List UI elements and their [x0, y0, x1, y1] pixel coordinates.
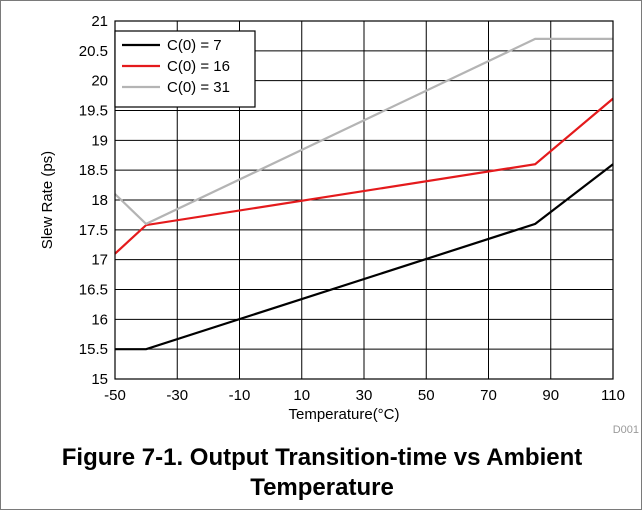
x-tick-label: -30 — [166, 387, 188, 404]
plot-border — [114, 20, 614, 380]
x-tick-label: 70 — [480, 387, 497, 404]
y-tick-label: 17.5 — [79, 222, 108, 239]
y-tick-label: 21 — [91, 13, 108, 30]
x-tick-label: -50 — [104, 387, 126, 404]
y-tick-labels: 15 15.5 16 16.5 17 17.5 18 18.5 19 19.5 20 20.5 21 — [79, 13, 108, 388]
legend-label-1: C(0) = 7 — [167, 37, 222, 54]
legend-label-2: C(0) = 16 — [167, 58, 230, 75]
x-tick-label: 50 — [418, 387, 435, 404]
y-tick-label: 16.5 — [79, 282, 108, 299]
y-tick-label: 19 — [91, 132, 108, 149]
y-tick-label: 18.5 — [79, 162, 108, 179]
series-line-2 — [114, 97, 614, 255]
y-tick-label: 18 — [91, 192, 108, 209]
figure-code: D001 — [613, 424, 639, 436]
series-line-3 — [114, 37, 613, 226]
x-tick-label: -10 — [229, 387, 251, 404]
y-tick-label: 16 — [91, 311, 108, 328]
series-line-1 — [115, 163, 614, 351]
y-tick-label: 17 — [91, 252, 108, 269]
y-tick-label: 20.5 — [79, 43, 108, 60]
x-axis-title: Temperature(°C) — [288, 406, 399, 423]
y-tick-label: 15 — [91, 371, 108, 388]
series-layer — [114, 37, 614, 351]
y-tick-label: 20 — [91, 73, 108, 90]
x-tick-labels: -50 -30 -10 10 30 50 70 90 110 — [104, 387, 625, 404]
line-chart: -50 -30 -10 10 30 50 70 90 110 15 15.5 16 16.5 17 17.… — [39, 13, 639, 436]
legend-label-3: C(0) = 31 — [167, 79, 230, 96]
x-tick-label: 90 — [542, 387, 559, 404]
x-tick-label: 110 — [601, 387, 625, 404]
y-axis-title: Slew Rate (ps) — [39, 151, 56, 249]
y-tick-label: 19.5 — [79, 103, 108, 120]
figure-caption: Figure 7-1. Output Transition-time vs Am… — [61, 444, 583, 501]
y-tick-label: 15.5 — [79, 341, 108, 358]
legend: C(0) = 7 C(0) = 16 C(0) = 31 — [114, 30, 256, 108]
x-tick-label: 30 — [356, 387, 373, 404]
legend-box — [114, 30, 256, 108]
x-tick-label: 10 — [293, 387, 310, 404]
